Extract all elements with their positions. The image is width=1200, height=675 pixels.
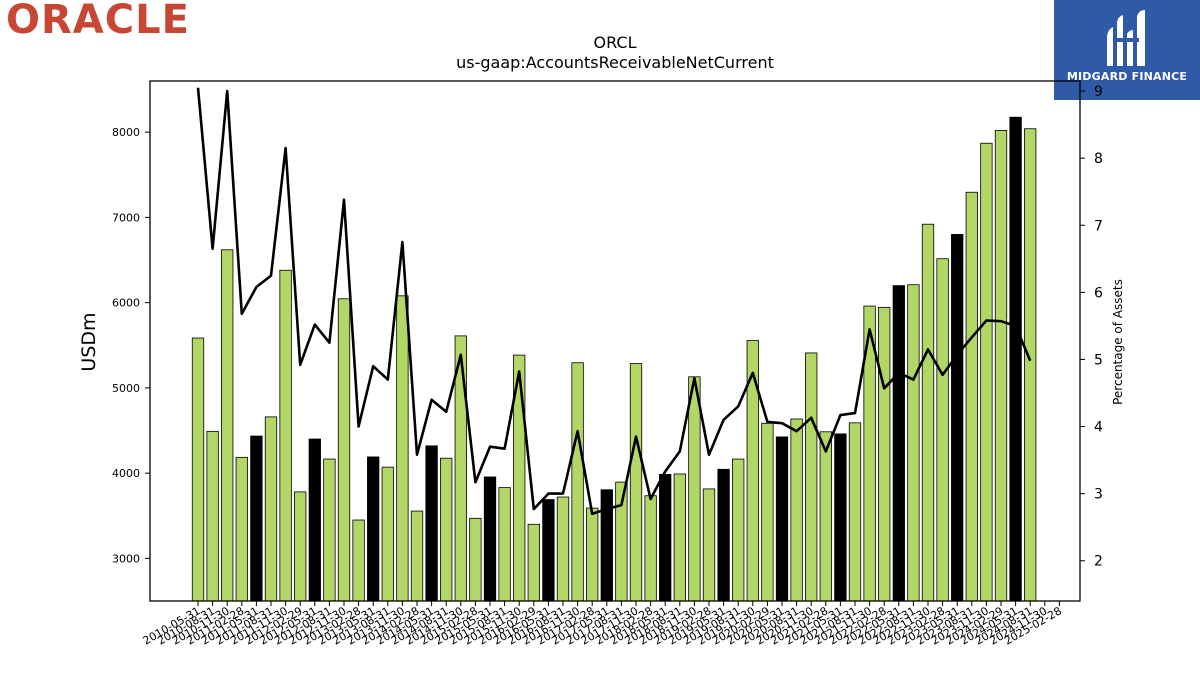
bar — [191, 337, 205, 602]
y-tick-label: 3000 — [112, 552, 140, 565]
y2-tick-label: 9 — [1094, 84, 1103, 100]
y2-tick-label: 7 — [1094, 218, 1103, 234]
bar — [834, 433, 847, 602]
bar — [1024, 128, 1037, 602]
bar — [907, 284, 920, 602]
bar — [571, 362, 584, 602]
midgard-logo-icon — [1107, 10, 1145, 66]
y2-tick-label: 6 — [1094, 285, 1103, 301]
axes: 300040005000600070008000234567892010-05-… — [112, 80, 1103, 648]
bar — [235, 456, 248, 602]
bar — [586, 507, 599, 602]
y2-tick-label: 5 — [1094, 352, 1103, 368]
bar — [352, 519, 365, 602]
bar — [221, 249, 234, 602]
bar — [294, 491, 307, 602]
y2-tick-label: 3 — [1094, 487, 1103, 503]
bar — [936, 258, 949, 602]
bar — [367, 456, 380, 602]
bar — [469, 517, 482, 602]
bar — [1009, 116, 1022, 602]
midgard-finance-badge: MIDGARD FINANCE — [1054, 0, 1200, 100]
bar — [206, 430, 219, 602]
y-tick-label: 6000 — [112, 297, 140, 310]
bar — [425, 445, 438, 602]
bar — [761, 422, 774, 602]
bar — [790, 418, 803, 602]
bar — [994, 130, 1008, 602]
bar — [542, 499, 555, 602]
chart-subtitle: us-gaap:AccountsReceivableNetCurrent — [456, 53, 774, 72]
bar — [337, 298, 351, 602]
bar — [732, 458, 745, 602]
bar — [308, 438, 321, 602]
bar — [980, 142, 993, 602]
bar — [483, 476, 497, 602]
y-tick-label: 5000 — [112, 382, 140, 395]
bar — [556, 496, 570, 602]
y-tick-label: 8000 — [112, 126, 140, 139]
bar — [775, 436, 789, 602]
bar — [673, 473, 686, 602]
badge-text: MIDGARD FINANCE — [1066, 70, 1188, 83]
y2-tick-label: 8 — [1094, 151, 1103, 167]
bar — [440, 457, 453, 602]
bar — [644, 495, 657, 602]
bar — [600, 489, 613, 602]
bar — [250, 435, 263, 602]
y-tick-label: 7000 — [112, 211, 140, 224]
bar — [527, 523, 540, 602]
bar — [629, 363, 643, 602]
y2-tick-label: 2 — [1094, 554, 1103, 570]
bar — [848, 422, 862, 602]
chart-title: ORCL — [594, 33, 637, 52]
bar — [410, 510, 424, 602]
bar — [921, 223, 935, 602]
plot-frame — [149, 80, 1081, 602]
bar — [396, 295, 409, 602]
bar — [717, 468, 730, 602]
bar — [702, 488, 716, 602]
bar — [498, 487, 511, 602]
bar — [965, 191, 978, 602]
y-axis-label: USDm — [78, 312, 100, 371]
bar — [279, 269, 292, 602]
line-series — [196, 87, 1032, 516]
y2-tick-label: 4 — [1094, 420, 1103, 436]
bar — [805, 352, 818, 602]
bar — [688, 376, 701, 602]
bar — [659, 474, 672, 602]
bar — [264, 416, 278, 602]
bar — [951, 234, 964, 602]
bar — [892, 285, 905, 602]
bar — [878, 306, 891, 602]
bar — [323, 458, 336, 602]
percentage-of-assets-line — [196, 87, 1032, 516]
y2-axis-label: Percentage of Assets — [1111, 279, 1125, 405]
bar — [819, 431, 832, 602]
bar-series — [191, 116, 1037, 602]
oracle-logo: ORACLE — [6, 0, 190, 43]
bar — [381, 466, 394, 602]
y-tick-label: 4000 — [112, 467, 140, 480]
